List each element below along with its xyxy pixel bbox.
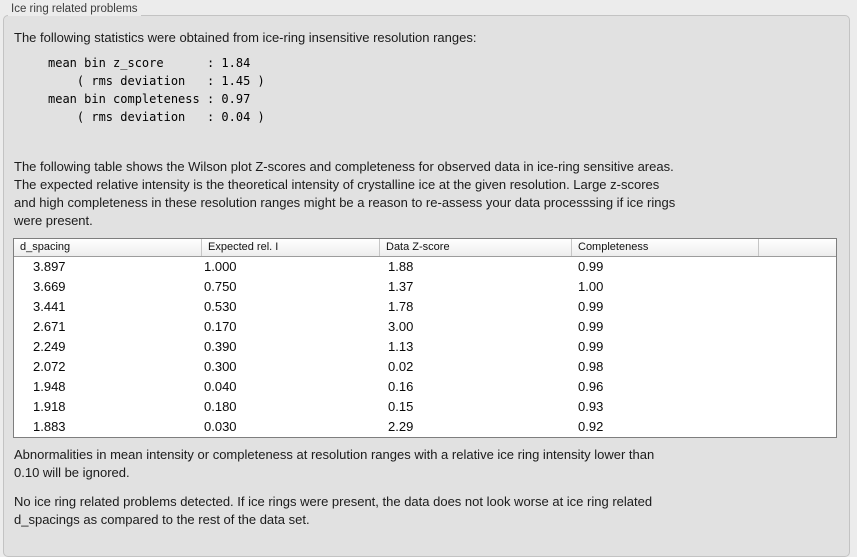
table-cell-empty (758, 337, 836, 357)
table-cell: 0.390 (204, 339, 237, 354)
table-cell-empty (758, 257, 836, 277)
table-cell-empty (758, 277, 836, 297)
table-row[interactable]: 1.918 0.180 0.15 0.93 (14, 397, 836, 417)
column-header-data-z-score[interactable]: Data Z-score (379, 239, 571, 256)
table-description-text: The following table shows the Wilson plo… (14, 159, 676, 228)
table-cell: 0.99 (578, 299, 604, 314)
table-cell: 3.669 (33, 279, 66, 294)
table-cell: 1.000 (204, 259, 237, 274)
ice-ring-groupbox: The following statistics were obtained f… (3, 15, 850, 557)
column-header-d-spacing[interactable]: d_spacing (20, 241, 71, 253)
table-row[interactable]: 3.669 0.750 1.37 1.00 (14, 277, 836, 297)
table-header-row: d_spacing Expected rel. I Data Z-score Comp… (14, 239, 836, 257)
conclusion-text: No ice ring related problems detected. I… (14, 494, 653, 527)
table-row[interactable]: 3.441 0.530 1.78 0.99 (14, 297, 836, 317)
table-row[interactable]: 2.249 0.390 1.13 0.99 (14, 337, 836, 357)
table-row[interactable]: 3.897 1.000 1.88 0.99 (14, 257, 836, 277)
table-cell: 2.671 (33, 319, 66, 334)
table-cell: 0.96 (578, 379, 604, 394)
table-cell: 0.02 (388, 359, 414, 374)
column-header-blank[interactable] (758, 239, 836, 256)
table-cell: 2.249 (33, 339, 66, 354)
table-cell: 0.750 (204, 279, 237, 294)
table-cell: 0.16 (388, 379, 414, 394)
table-cell: 0.99 (578, 259, 604, 274)
table-row[interactable]: 1.948 0.040 0.16 0.96 (14, 377, 836, 397)
table-cell: 2.072 (33, 359, 66, 374)
table-cell: 0.300 (204, 359, 237, 374)
groupbox-title: Ice ring related problems (8, 2, 141, 16)
table-cell: 0.530 (204, 299, 237, 314)
table-cell: 1.918 (33, 399, 66, 414)
ignore-note-text: Abnormalities in mean intensity or compl… (14, 447, 655, 480)
table-cell-empty (758, 377, 836, 397)
stats-values-block: mean bin z_score : 1.84 ( rms deviation … (48, 56, 265, 124)
table-cell: 3.897 (33, 259, 66, 274)
table-cell: 1.88 (388, 259, 414, 274)
table-cell-empty (758, 297, 836, 317)
table-cell: 1.948 (33, 379, 66, 394)
table-cell: 0.030 (204, 419, 237, 434)
table-cell: 0.15 (388, 399, 414, 414)
table-cell-empty (758, 417, 836, 437)
column-header-completeness[interactable]: Completeness (571, 239, 758, 256)
table-cell: 0.92 (578, 419, 604, 434)
table-row[interactable]: 2.671 0.170 3.00 0.99 (14, 317, 836, 337)
table-cell-empty (758, 397, 836, 417)
table-row[interactable]: 2.072 0.300 0.02 0.98 (14, 357, 836, 377)
table-cell: 2.29 (388, 419, 414, 434)
table-cell: 1.13 (388, 339, 414, 354)
table-cell: 1.37 (388, 279, 414, 294)
table-body: 3.897 1.000 1.88 0.99 3.669 0.750 1.37 1.00 3.44… (14, 257, 836, 437)
table-row[interactable]: 1.883 0.030 2.29 0.92 (14, 417, 836, 437)
table-cell: 0.040 (204, 379, 237, 394)
stats-intro-text: The following statistics were obtained f… (14, 30, 477, 45)
table-cell: 0.180 (204, 399, 237, 414)
table-cell: 1.78 (388, 299, 414, 314)
ice-ring-table[interactable]: d_spacing Expected rel. I Data Z-score Comp… (13, 238, 837, 438)
table-cell: 0.93 (578, 399, 604, 414)
table-cell: 3.00 (388, 319, 414, 334)
table-cell: 3.441 (33, 299, 66, 314)
table-cell: 0.99 (578, 319, 604, 334)
table-cell-empty (758, 317, 836, 337)
table-cell: 1.883 (33, 419, 66, 434)
table-cell: 0.98 (578, 359, 604, 374)
table-cell: 0.170 (204, 319, 237, 334)
column-header-expected-rel-i[interactable]: Expected rel. I (201, 239, 379, 256)
table-cell: 0.99 (578, 339, 604, 354)
table-cell-empty (758, 357, 836, 377)
table-cell: 1.00 (578, 279, 604, 294)
